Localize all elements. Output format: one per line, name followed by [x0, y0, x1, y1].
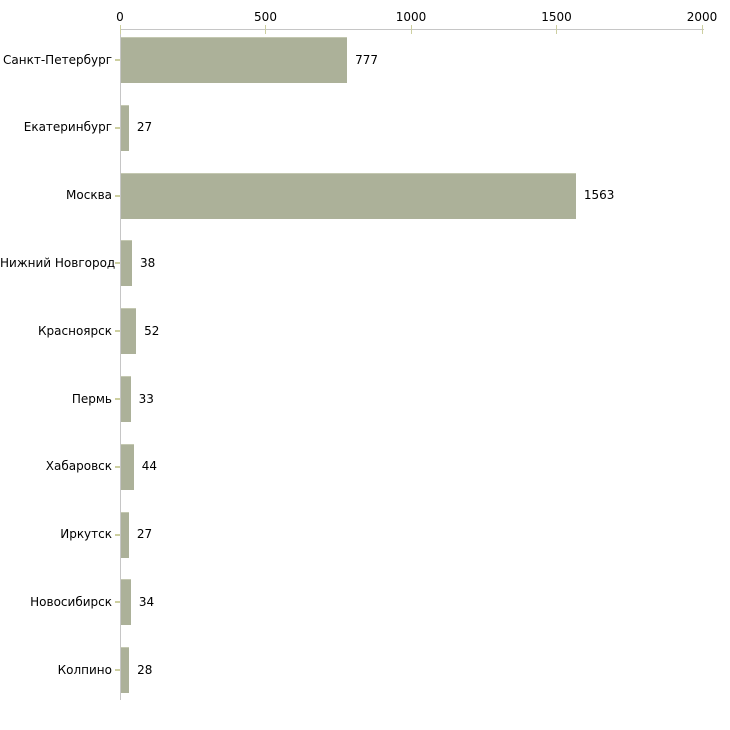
x-tick-label: 2000: [686, 10, 718, 24]
bar: [121, 511, 129, 558]
category-label: Пермь: [71, 391, 112, 406]
bar: [121, 172, 576, 219]
x-tick-mark: [701, 25, 703, 34]
bar: [121, 240, 133, 287]
category-label: Санкт-Петербург: [3, 52, 112, 67]
bar-value-label: 28: [137, 662, 153, 677]
category-label: Красноярск: [38, 323, 112, 338]
bar: [121, 579, 131, 626]
x-tick-mark: [119, 25, 121, 34]
category-tick-mark: [115, 398, 120, 400]
category-tick-mark: [115, 669, 120, 672]
category-label: Колпино: [57, 662, 112, 677]
bar: [121, 308, 137, 355]
category-label: Новосибирск: [30, 594, 112, 609]
x-tick-label: 1000: [395, 10, 427, 24]
bar-value-label: 777: [355, 52, 378, 67]
category-tick-mark: [115, 194, 120, 197]
category-label: Хабаровск: [45, 459, 112, 474]
bar: [121, 104, 129, 151]
x-tick-mark: [556, 25, 557, 34]
category-label: Москва: [66, 188, 112, 203]
bar: [121, 443, 134, 490]
category-tick-mark: [115, 126, 120, 129]
bar-value-label: 52: [144, 323, 160, 338]
category-tick-mark: [115, 533, 120, 536]
category-label: Екатеринбург: [23, 120, 112, 135]
category-tick-mark: [115, 262, 120, 265]
bar-value-label: 27: [136, 527, 153, 542]
category-label: Нижний Новгород: [0, 255, 116, 270]
category-tick-mark: [115, 59, 120, 61]
bar: [121, 37, 348, 83]
bar-value-label: 33: [138, 391, 154, 406]
bar-value-label: 1563: [583, 188, 615, 203]
x-tick-mark: [410, 25, 412, 34]
x-tick-label: 500: [254, 10, 277, 24]
category-tick-mark: [115, 601, 120, 604]
category-tick-mark: [115, 330, 120, 333]
bar: [121, 647, 130, 694]
category-tick-mark: [115, 465, 120, 468]
bar-value-label: 27: [136, 120, 153, 135]
x-tick-label: 0: [116, 10, 124, 24]
x-axis-line: [120, 29, 704, 30]
bar-value-label: 44: [141, 459, 158, 474]
y-axis-line: [120, 30, 121, 700]
x-tick-label: 1500: [541, 10, 572, 24]
bar-value-label: 34: [138, 594, 155, 609]
bar-value-label: 38: [140, 255, 156, 270]
x-tick-mark: [265, 25, 266, 34]
category-label: Иркутск: [60, 527, 112, 542]
bar: [121, 376, 131, 422]
